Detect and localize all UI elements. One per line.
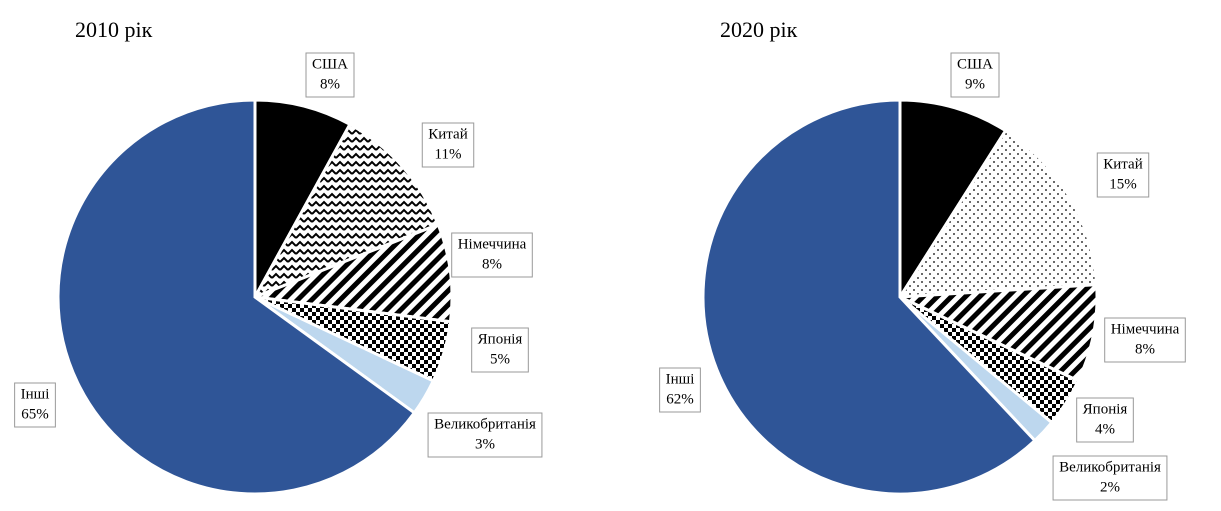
label-box bbox=[421, 122, 475, 168]
label-value: 62% bbox=[666, 391, 694, 407]
label-value: 65% bbox=[21, 406, 49, 422]
label-box bbox=[471, 327, 529, 373]
data-label: Інші 65% bbox=[14, 382, 56, 428]
data-label: Китай 15% bbox=[1096, 152, 1150, 198]
label-category: Німеччина bbox=[458, 236, 527, 252]
data-label: Японія 4% bbox=[1076, 397, 1134, 443]
label-value: 15% bbox=[1109, 176, 1137, 192]
chart-title: 2020 рік bbox=[720, 17, 798, 42]
data-label: США 8% bbox=[305, 52, 355, 98]
label-value: 9% bbox=[965, 76, 985, 92]
data-label: Великобританія 3% bbox=[427, 412, 543, 458]
label-category: Німеччина bbox=[1111, 321, 1180, 337]
chart-title: 2010 рік bbox=[75, 17, 153, 42]
pie-slice bbox=[253, 98, 352, 298]
pie-slice bbox=[251, 122, 441, 300]
label-box bbox=[950, 52, 1000, 98]
data-label: Німеччина 8% bbox=[1104, 317, 1186, 363]
label-box bbox=[14, 382, 56, 428]
label-category: Інші bbox=[21, 386, 50, 402]
label-box bbox=[451, 232, 533, 278]
label-value: 11% bbox=[435, 146, 462, 162]
label-box bbox=[1104, 317, 1186, 363]
label-value: 8% bbox=[482, 256, 502, 272]
label-category: Китай bbox=[1103, 156, 1142, 172]
data-label: Німеччина 8% bbox=[451, 232, 533, 278]
label-box bbox=[1076, 397, 1134, 443]
pie-slice bbox=[254, 222, 454, 324]
label-category: Великобританія bbox=[1059, 459, 1161, 475]
pie-slice bbox=[897, 128, 1099, 299]
label-box bbox=[427, 412, 543, 458]
data-label: Японія 5% bbox=[471, 327, 529, 373]
data-label: Інші 62% bbox=[659, 367, 701, 413]
data-label: Великобританія 2% bbox=[1052, 455, 1168, 501]
label-box bbox=[1096, 152, 1150, 198]
label-value: 8% bbox=[320, 76, 340, 92]
label-category: США bbox=[312, 56, 348, 72]
label-box bbox=[659, 367, 701, 413]
label-box bbox=[305, 52, 355, 98]
label-value: 5% bbox=[490, 351, 510, 367]
label-category: Японія bbox=[478, 331, 523, 347]
pie-slice bbox=[56, 98, 417, 496]
label-category: Інші bbox=[666, 371, 695, 387]
label-category: Японія bbox=[1083, 401, 1128, 417]
data-label: США 9% bbox=[950, 52, 1000, 98]
label-category: Китай bbox=[428, 126, 467, 142]
label-category: США bbox=[957, 56, 993, 72]
pie-slice bbox=[701, 98, 1037, 496]
pie-slice bbox=[898, 98, 1008, 303]
label-value: 4% bbox=[1095, 421, 1115, 437]
label-category: Великобританія bbox=[434, 416, 536, 432]
label-box bbox=[1052, 455, 1168, 501]
label-value: 2% bbox=[1100, 479, 1120, 495]
label-value: 3% bbox=[475, 436, 495, 452]
pie-slice bbox=[899, 283, 1099, 383]
data-label: Китай 11% bbox=[421, 122, 475, 168]
label-value: 8% bbox=[1135, 341, 1155, 357]
